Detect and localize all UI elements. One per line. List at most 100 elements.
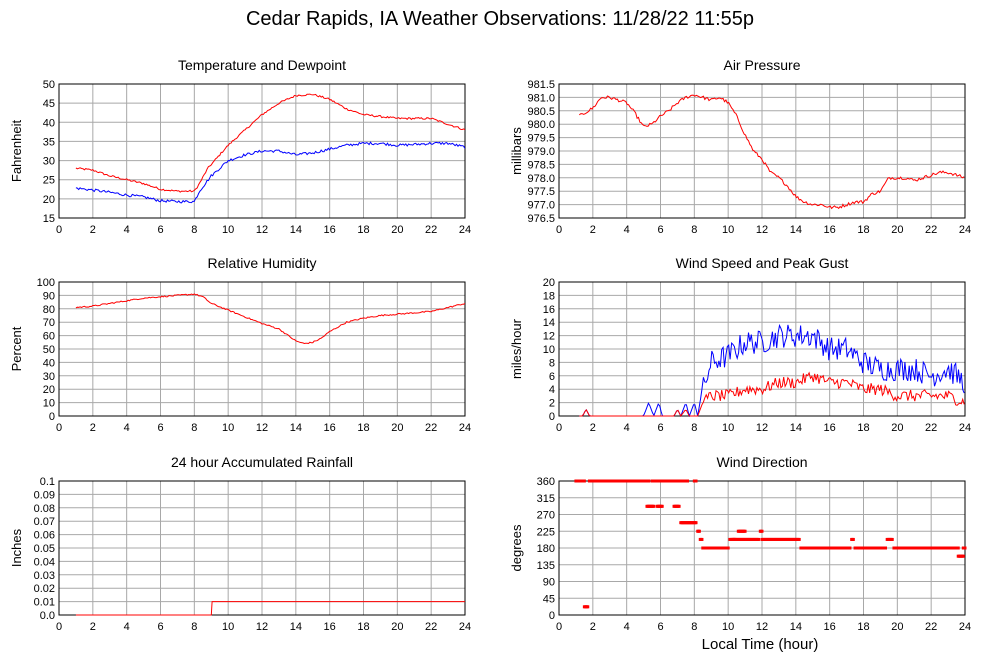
wind-direction-point	[883, 546, 887, 550]
x-tick-label: 14	[290, 422, 302, 434]
x-tick-label: 22	[925, 224, 937, 236]
wind-direction-point	[848, 546, 852, 550]
x-tick-label: 16	[824, 422, 836, 434]
y-tick-label: 35	[43, 136, 55, 148]
x-tick-label: 2	[90, 224, 96, 236]
y-tick-label: 980.0	[527, 119, 555, 131]
y-tick-label: 978.5	[527, 159, 555, 171]
wind-direction-point	[670, 479, 674, 483]
y-tick-label: 30	[43, 156, 55, 168]
x-tick-label: 24	[959, 422, 971, 434]
y-tick-label: 360	[537, 476, 555, 488]
wind-direction-point	[652, 504, 656, 508]
x-tick-label: 18	[357, 621, 369, 633]
chart-title: Wind Direction	[716, 454, 807, 470]
y-tick-label: 90	[543, 577, 555, 589]
chart-title: Relative Humidity	[208, 255, 317, 271]
x-tick-label: 6	[657, 224, 663, 236]
y-axis-label: degrees	[509, 524, 524, 571]
x-tick-label: 18	[857, 422, 869, 434]
x-tick-label: 14	[790, 422, 802, 434]
wind-direction-point	[956, 546, 960, 550]
x-tick-label: 12	[256, 422, 268, 434]
wind-direction-point	[743, 529, 747, 533]
x-tick-label: 10	[722, 422, 734, 434]
chart-title: Air Pressure	[723, 57, 800, 73]
x-tick-label: 14	[790, 224, 802, 236]
y-tick-label: 977.0	[527, 200, 555, 212]
x-tick-label: 8	[691, 621, 697, 633]
x-axis-title: Local Time (hour)	[701, 636, 819, 653]
wind-direction-point	[961, 554, 965, 558]
y-tick-label: 0.02	[34, 583, 55, 595]
y-tick-label: 80	[43, 304, 55, 316]
y-tick-label: 50	[43, 344, 55, 356]
x-tick-label: 4	[624, 224, 630, 236]
x-tick-label: 18	[857, 224, 869, 236]
wind-direction-point	[647, 479, 651, 483]
x-tick-label: 14	[290, 621, 302, 633]
y-tick-label: 25	[43, 175, 55, 187]
x-tick-label: 0	[556, 224, 562, 236]
wind-direction-point	[694, 479, 698, 483]
y-tick-label: 40	[43, 117, 55, 129]
y-tick-label: 977.5	[527, 186, 555, 198]
wind-direction-point	[694, 521, 698, 525]
x-tick-label: 20	[391, 422, 403, 434]
y-axis-label: miles/hour	[509, 318, 524, 379]
x-tick-label: 10	[722, 224, 734, 236]
x-tick-label: 22	[925, 621, 937, 633]
plot-frame	[58, 281, 466, 417]
y-axis-label: Percent	[9, 326, 24, 371]
x-tick-label: 4	[124, 224, 130, 236]
x-tick-label: 20	[391, 621, 403, 633]
y-tick-label: 6	[549, 371, 555, 383]
series-line-red	[75, 93, 465, 193]
x-tick-label: 0	[56, 621, 62, 633]
x-tick-label: 6	[157, 224, 163, 236]
x-tick-label: 6	[157, 422, 163, 434]
y-tick-label: 20	[43, 194, 55, 206]
y-tick-label: 45	[43, 98, 55, 110]
y-tick-label: 12	[543, 331, 555, 343]
wind-direction-point	[660, 504, 664, 508]
y-tick-label: 270	[537, 510, 555, 522]
series-line-red	[578, 94, 965, 210]
wind-direction-point	[677, 504, 681, 508]
x-tick-label: 18	[357, 224, 369, 236]
x-tick-label: 22	[925, 422, 937, 434]
series-line-red	[579, 371, 965, 417]
y-tick-label: 976.5	[527, 213, 555, 225]
wind-direction-point	[726, 546, 730, 550]
y-tick-label: 70	[43, 317, 55, 329]
x-tick-label: 2	[590, 621, 596, 633]
y-tick-label: 2	[549, 398, 555, 410]
y-tick-label: 225	[537, 526, 555, 538]
x-tick-label: 22	[425, 422, 437, 434]
y-tick-label: 981.5	[527, 79, 555, 91]
wind-direction-point	[700, 537, 704, 541]
x-tick-label: 10	[222, 422, 234, 434]
x-tick-label: 8	[691, 422, 697, 434]
y-tick-label: 0	[549, 610, 555, 622]
x-tick-label: 4	[624, 621, 630, 633]
x-tick-label: 12	[256, 224, 268, 236]
wind-direction-point	[760, 529, 764, 533]
y-tick-label: 979.0	[527, 146, 555, 158]
y-tick-label: 10	[43, 398, 55, 410]
x-tick-label: 10	[722, 621, 734, 633]
x-tick-label: 16	[324, 224, 336, 236]
y-axis-label: Fahrenheit	[9, 120, 24, 183]
x-tick-label: 0	[556, 621, 562, 633]
x-tick-label: 20	[891, 621, 903, 633]
x-tick-label: 6	[657, 621, 663, 633]
y-tick-label: 0.07	[34, 516, 55, 528]
x-tick-label: 18	[857, 621, 869, 633]
x-tick-label: 14	[290, 224, 302, 236]
y-tick-label: 10	[543, 344, 555, 356]
x-tick-label: 24	[459, 621, 471, 633]
x-tick-label: 20	[891, 422, 903, 434]
